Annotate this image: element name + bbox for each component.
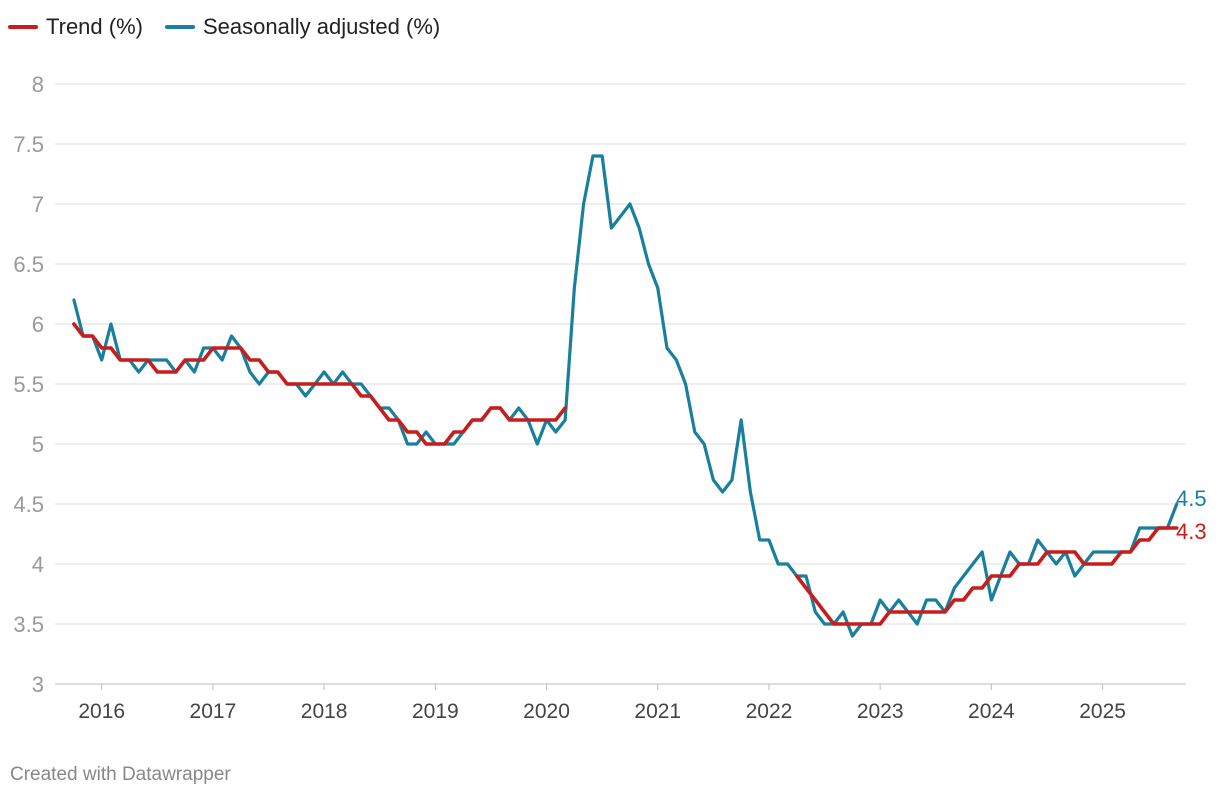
y-tick-label: 8	[32, 72, 44, 97]
legend-swatch-seasonal	[164, 25, 195, 29]
end-label-seasonally-adjusted: 4.5	[1176, 486, 1207, 511]
legend-label-trend: Trend (%)	[46, 14, 143, 39]
y-tick-label: 7.5	[13, 132, 44, 157]
x-tick-label: 2018	[301, 700, 348, 723]
y-tick-label: 7	[32, 192, 44, 217]
x-tick-label: 2019	[412, 700, 459, 723]
series-line-seasonally-adjusted	[72, 154, 1179, 638]
x-tick-label: 2017	[190, 700, 237, 723]
x-tick-label: 2024	[968, 700, 1015, 723]
y-tick-label: 4	[32, 552, 44, 577]
legend-label-seasonal: Seasonally adjusted (%)	[202, 14, 441, 39]
end-label-trend: 4.3	[1176, 519, 1207, 544]
y-tick-label: 5	[32, 432, 44, 457]
legend-item-trend[interactable]: Trend (%)	[8, 14, 143, 40]
y-tick-label: 3.5	[13, 612, 44, 637]
x-tick-label: 2020	[523, 700, 570, 723]
series-line-trend	[72, 322, 567, 446]
series-layer	[72, 154, 1179, 638]
credit-footer: Created with Datawrapper	[10, 764, 231, 785]
chart-legend: Trend (%) Seasonally adjusted (%)	[8, 14, 440, 40]
y-tick-label: 3	[32, 672, 44, 697]
x-tick-label: 2022	[746, 700, 793, 723]
y-tick-label: 6	[32, 312, 44, 337]
legend-item-seasonal[interactable]: Seasonally adjusted (%)	[164, 14, 441, 40]
legend-swatch-trend	[8, 25, 38, 29]
y-axis-ticks: 3 3.5 4 4.5 5 5.5 6 6.5 7 7.5 8	[13, 72, 44, 697]
y-tick-label: 6.5	[13, 252, 44, 277]
x-tick-label: 2021	[634, 700, 681, 723]
x-tick-label: 2023	[857, 700, 904, 723]
series-line-trend	[794, 526, 1179, 626]
grid-layer	[55, 83, 1186, 685]
x-axis-ticks: 2016 2017 2018 2019 2020 2021 2022 2023 2024 2025	[78, 684, 1126, 723]
y-tick-label: 5.5	[13, 372, 44, 397]
y-tick-label: 4.5	[13, 492, 44, 517]
x-tick-label: 2025	[1079, 700, 1126, 723]
end-labels: 4.54.3	[1176, 486, 1207, 544]
x-tick-label: 2016	[78, 700, 125, 723]
